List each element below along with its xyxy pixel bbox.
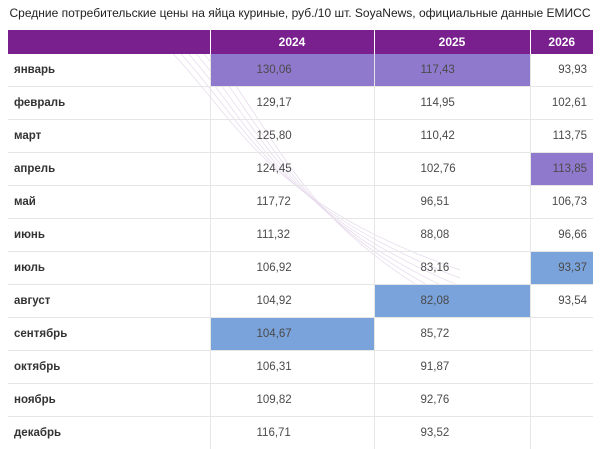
table-row: апрель 124,45 102,76 113,85 [8,152,593,186]
table-row: январь 130,06 117,43 93,93 [8,54,593,87]
price-cell-2026: 93,54 [529,284,593,318]
month-cell: апрель [8,152,210,186]
month-cell: август [8,284,210,318]
price-cell-2025: 114,95 [373,86,530,120]
price-cell-2025: 88,08 [373,218,530,252]
price-cell-2025: 93,52 [373,416,530,449]
price-cell-2024: 104,92 [209,284,374,318]
price-cell-2025: 83,16 [373,251,530,285]
table-row: август 104,92 82,08 93,54 [8,284,593,318]
price-cell-2024: 106,92 [209,251,374,285]
month-cell: сентябрь [8,317,210,351]
header-month [8,30,210,54]
month-cell: март [8,119,210,153]
price-cell-2026: 96,66 [529,218,593,252]
header-year-2024: 2024 [209,30,374,54]
price-cell-2026: 113,85 [529,152,593,186]
price-cell-2024: 104,67 [209,317,374,351]
table-row: декабрь 116,71 93,52 [8,416,593,449]
prices-table: 2024 2025 2026 январь 130,06 117,43 93,93 фе… [8,30,593,449]
price-cell-2025: 117,43 [373,54,530,87]
price-cell-2024: 106,31 [209,350,374,384]
price-cell-2026 [529,416,593,449]
table-row: май 117,72 96,51 106,73 [8,185,593,219]
price-cell-2026: 93,93 [529,54,593,87]
month-cell: декабрь [8,416,210,449]
price-cell-2025: 91,87 [373,350,530,384]
month-cell: ноябрь [8,383,210,417]
price-cell-2024: 109,82 [209,383,374,417]
price-cell-2024: 130,06 [209,54,374,87]
price-cell-2024: 116,71 [209,416,374,449]
month-cell: февраль [8,86,210,120]
price-cell-2026: 106,73 [529,185,593,219]
price-cell-2026 [529,350,593,384]
header-year-2026: 2026 [529,30,593,54]
price-cell-2024: 117,72 [209,185,374,219]
price-cell-2025: 102,76 [373,152,530,186]
header-row: 2024 2025 2026 [8,30,593,54]
price-cell-2024: 111,32 [209,218,374,252]
price-cell-2026: 102,61 [529,86,593,120]
month-cell: июнь [8,218,210,252]
table-row: ноябрь 109,82 92,76 [8,383,593,417]
price-cell-2025: 92,76 [373,383,530,417]
price-cell-2026 [529,317,593,351]
month-cell: май [8,185,210,219]
month-cell: июль [8,251,210,285]
table-title: Средние потребительские цены на яйца кур… [9,6,591,20]
price-cell-2025: 96,51 [373,185,530,219]
header-year-2025: 2025 [373,30,530,54]
price-cell-2024: 125,80 [209,119,374,153]
price-cell-2026 [529,383,593,417]
table-row: июнь 111,32 88,08 96,66 [8,218,593,252]
price-cell-2025: 110,42 [373,119,530,153]
table-row: март 125,80 110,42 113,75 [8,119,593,153]
price-cell-2024: 129,17 [209,86,374,120]
price-cell-2026: 113,75 [529,119,593,153]
table-row: октябрь 106,31 91,87 [8,350,593,384]
price-cell-2026: 93,37 [529,251,593,285]
price-cell-2024: 124,45 [209,152,374,186]
table-row: февраль 129,17 114,95 102,61 [8,86,593,120]
price-cell-2025: 85,72 [373,317,530,351]
table-row: июль 106,92 83,16 93,37 [8,251,593,285]
table-row: сентябрь 104,67 85,72 [8,317,593,351]
price-cell-2025: 82,08 [373,284,530,318]
month-cell: октябрь [8,350,210,384]
month-cell: январь [14,64,56,76]
